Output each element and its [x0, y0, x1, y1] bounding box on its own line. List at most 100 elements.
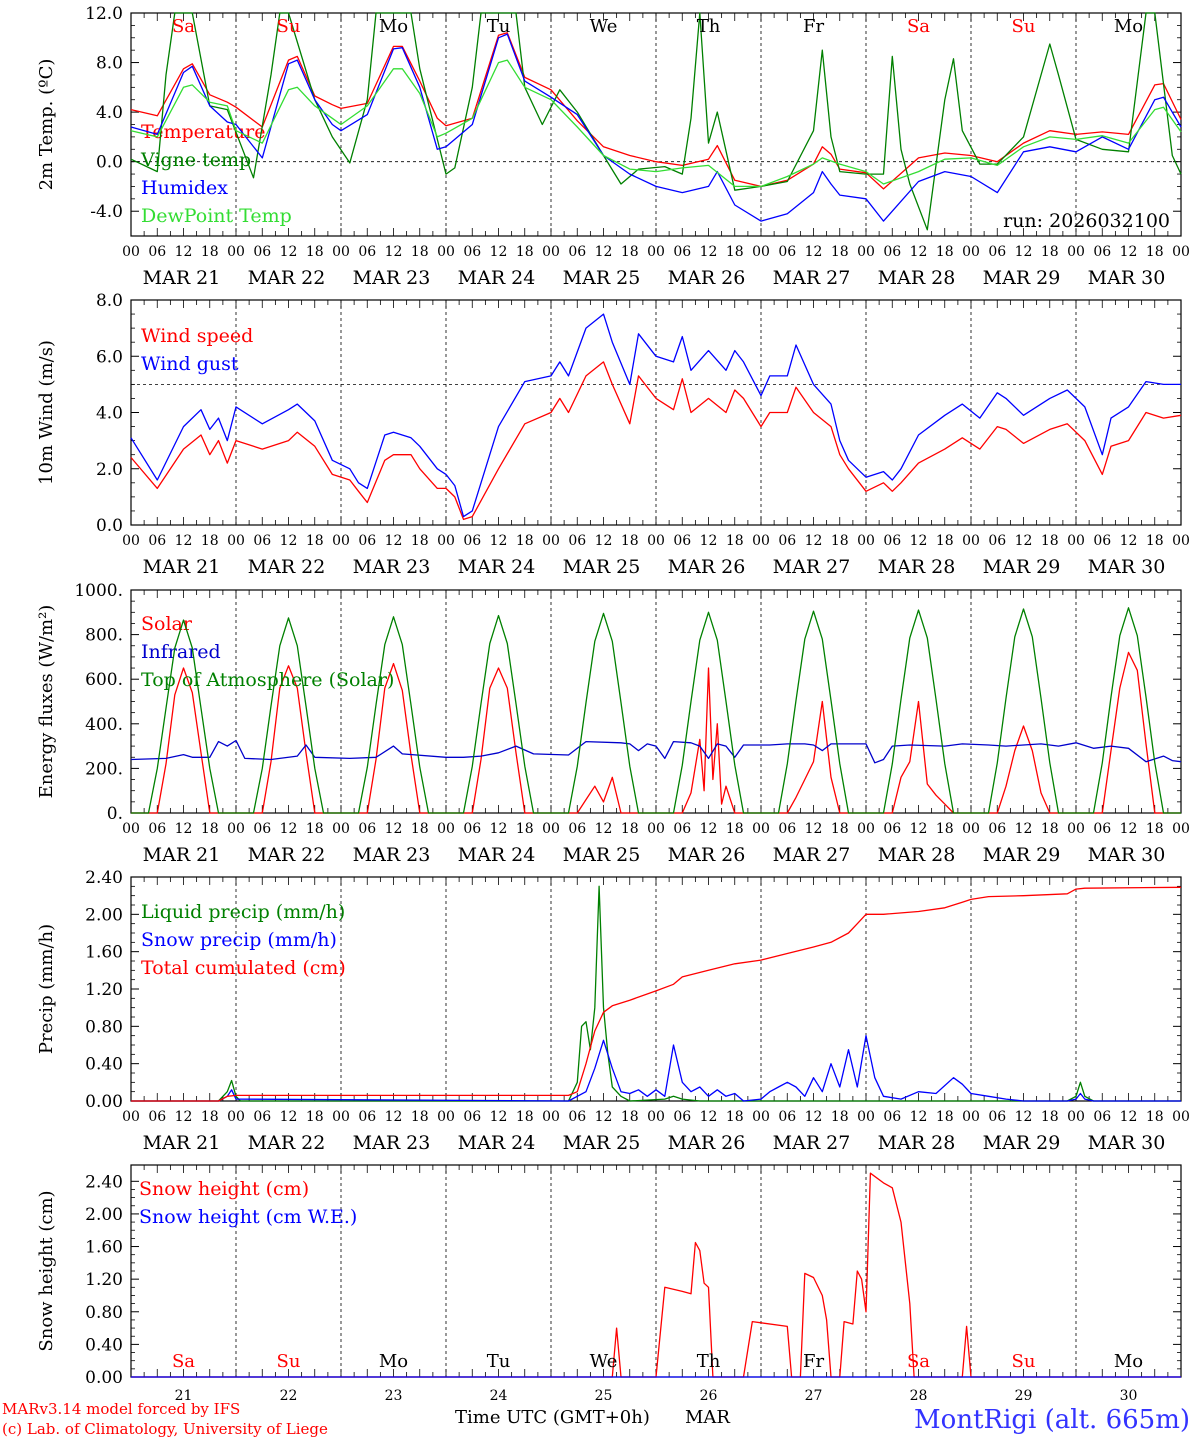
day-name: Su [277, 1351, 301, 1372]
hour-label: 00 [857, 244, 875, 260]
series-line-1-4 [130, 59, 1182, 188]
date-label: MAR 24 [458, 844, 536, 866]
y-tick-label: 2.00 [85, 905, 123, 925]
hour-label: 06 [148, 821, 166, 837]
day-number-label: 28 [910, 1388, 928, 1404]
hour-label: 06 [883, 244, 901, 260]
hour-label: 06 [568, 1109, 586, 1125]
date-label: MAR 23 [353, 844, 431, 866]
hour-label: 06 [148, 533, 166, 549]
y-tick-label: 1.60 [85, 943, 123, 963]
y-tick-label: 2.40 [85, 868, 123, 888]
series-line-4-3 [131, 886, 1182, 1102]
hour-label: 00 [542, 244, 560, 260]
hour-label: 00 [1172, 1109, 1190, 1125]
date-label: MAR 21 [143, 844, 221, 866]
date-label: MAR 25 [563, 556, 641, 578]
series-line-1-3 [130, 33, 1182, 222]
hour-label: 00 [542, 533, 560, 549]
hour-label: 06 [358, 1109, 376, 1125]
hour-label: 12 [1015, 1109, 1033, 1125]
hour-label: 06 [1093, 533, 1111, 549]
hour-label: 06 [148, 1109, 166, 1125]
day-name: Fr [803, 16, 824, 37]
hour-label: 18 [831, 533, 849, 549]
day-name: Su [1012, 16, 1036, 37]
hour-label: 00 [542, 821, 560, 837]
hour-label: 12 [1015, 821, 1033, 837]
hour-label: 00 [1067, 533, 1085, 549]
date-label: MAR 26 [668, 556, 746, 578]
hour-label: 18 [621, 1109, 639, 1125]
series-line-5-1 [131, 1172, 1181, 1378]
hour-label: 18 [936, 1109, 954, 1125]
y-tick-label: 1.20 [85, 1270, 123, 1290]
hour-label: 12 [700, 821, 718, 837]
hour-label: 00 [647, 533, 665, 549]
hour-label: 18 [411, 821, 429, 837]
legend-entry: Snow precip (mm/h) [141, 929, 337, 951]
hour-label: 12 [700, 244, 718, 260]
run-label: run: 2026032100 [1003, 210, 1170, 232]
hour-label: 12 [490, 533, 508, 549]
hour-label: 12 [595, 1109, 613, 1125]
credit-line-2: (c) Lab. of Climatology, University of L… [2, 1420, 328, 1438]
hour-label: 00 [1067, 821, 1085, 837]
hour-label: 00 [1067, 1109, 1085, 1125]
day-name: Sa [907, 16, 930, 37]
y-tick-label: 0.80 [85, 1017, 123, 1037]
hour-label: 12 [1120, 821, 1138, 837]
hour-label: 06 [673, 533, 691, 549]
series-line-3-1 [131, 651, 1181, 814]
hour-label: 12 [1120, 1109, 1138, 1125]
hour-label: 00 [857, 533, 875, 549]
date-label: MAR 30 [1088, 844, 1166, 866]
hour-label: 18 [621, 821, 639, 837]
hour-label: 18 [726, 1109, 744, 1125]
hour-label: 18 [306, 244, 324, 260]
hour-label: 00 [332, 533, 350, 549]
panel-2: 0.0 2.0 4.0 6.0 8.0 10m Wind (m/s) Wind speed W… [36, 291, 1190, 578]
y-tick-label: 1.20 [85, 980, 123, 1000]
y-axis-label: 10m Wind (m/s) [36, 340, 57, 485]
date-label: MAR 26 [668, 844, 746, 866]
date-label: MAR 28 [878, 267, 956, 289]
y-tick-label: 800. [85, 626, 123, 646]
day-number-label: 26 [700, 1388, 718, 1404]
date-label: MAR 29 [983, 844, 1061, 866]
hour-label: 18 [1041, 1109, 1059, 1125]
hour-label: 18 [726, 244, 744, 260]
day-name: Mo [1114, 16, 1143, 37]
hour-label: 06 [778, 1109, 796, 1125]
hour-label: 06 [148, 244, 166, 260]
day-name: Sa [172, 16, 195, 37]
hour-label: 12 [805, 1109, 823, 1125]
day-name: Fr [803, 1351, 824, 1372]
hour-label: 06 [778, 821, 796, 837]
hour-label: 00 [962, 533, 980, 549]
panel-3: 0. 200. 400. 600. 800. 1000. Energy fluxes (W/… [36, 581, 1190, 866]
day-name: Mo [379, 16, 408, 37]
hour-label: 06 [1093, 1109, 1111, 1125]
date-label: MAR 21 [143, 556, 221, 578]
hour-label: 06 [1093, 821, 1111, 837]
date-label: MAR 30 [1088, 1132, 1166, 1154]
hour-label: 18 [411, 533, 429, 549]
panel-4: 0.00 0.40 0.80 1.20 1.60 2.00 2.40 Precip (mm/h… [36, 868, 1190, 1154]
hour-label: 00 [437, 1109, 455, 1125]
hour-label: 18 [1146, 533, 1164, 549]
chart-panels: -4.00.04.08.012.02m Temp. (ºC) Temperatur… [36, 4, 1190, 1404]
hour-label: 12 [1015, 533, 1033, 549]
hour-label: 06 [253, 244, 271, 260]
hour-label: 00 [332, 244, 350, 260]
day-name: Tu [487, 16, 511, 37]
y-tick-label: 2.40 [85, 1172, 123, 1192]
hour-label: 18 [306, 1109, 324, 1125]
hour-label: 06 [778, 244, 796, 260]
date-label: MAR 24 [458, 1132, 536, 1154]
hour-label: 00 [752, 244, 770, 260]
date-label: MAR 29 [983, 1132, 1061, 1154]
hour-label: 06 [463, 533, 481, 549]
hour-label: 00 [1172, 821, 1190, 837]
